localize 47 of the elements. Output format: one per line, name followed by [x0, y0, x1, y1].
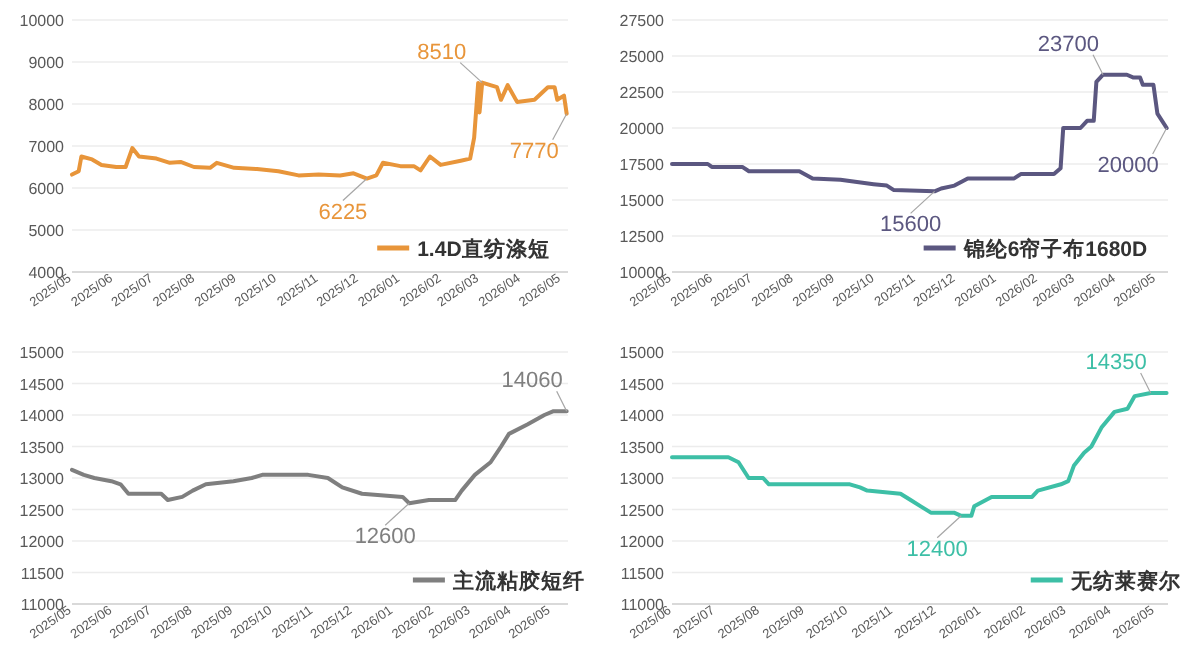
- y-tick-label: 10000: [19, 12, 66, 30]
- y-tick-label: 15000: [619, 344, 666, 362]
- annotation: 12600: [354, 525, 416, 550]
- y-tick-label: 14500: [19, 375, 66, 394]
- annotation: 15600: [879, 213, 942, 238]
- y-tick-label: 7000: [28, 138, 66, 156]
- annotation: 7770: [509, 139, 559, 164]
- y-tick-label: 12500: [619, 228, 666, 246]
- y-tick-label: 5000: [28, 222, 66, 240]
- y-tick-label: 13000: [19, 470, 66, 488]
- y-tick-label: 17500: [619, 156, 666, 174]
- line-series: [70, 409, 569, 506]
- y-tick-label: 6000: [28, 180, 66, 198]
- y-tick-label: 14500: [619, 375, 666, 394]
- y-tick-label: 22500: [619, 84, 666, 102]
- annotation: 6225: [318, 200, 368, 225]
- line-series: [670, 72, 1169, 194]
- y-tick-label: 12500: [19, 501, 66, 520]
- y-tick-label: 13500: [619, 438, 666, 457]
- line-series: [70, 80, 569, 181]
- y-tick-label: 11500: [20, 564, 66, 583]
- annotation: 20000: [1097, 154, 1159, 178]
- legend-label: 无纺莱赛尔: [1068, 568, 1183, 594]
- y-tick-label: 12000: [619, 533, 666, 551]
- annotation: 14350: [1085, 350, 1147, 375]
- y-tick-label: 12000: [19, 533, 66, 551]
- y-tick-label: 13000: [619, 470, 666, 488]
- y-tick-label: 12500: [619, 501, 666, 520]
- legend-label: 1.4D直纺涤短: [417, 236, 550, 262]
- annotation: 12400: [906, 537, 968, 562]
- y-tick-label: 14000: [19, 407, 66, 425]
- annotation: 14060: [501, 369, 563, 394]
- y-tick-label: 15000: [19, 344, 66, 362]
- y-tick-label: 27500: [619, 12, 666, 30]
- legend-label: 主流粘胶短纤: [450, 568, 585, 594]
- y-tick-label: 9000: [28, 54, 66, 72]
- y-tick-label: 15000: [619, 192, 666, 210]
- y-tick-label: 8000: [28, 96, 66, 114]
- y-tick-label: 20000: [619, 120, 666, 138]
- y-tick-label: 11500: [620, 564, 666, 583]
- y-tick-label: 14000: [619, 407, 666, 425]
- y-tick-label: 25000: [619, 48, 666, 66]
- line-series: [670, 390, 1169, 518]
- annotation: 8510: [417, 40, 467, 65]
- legend-label: 锦纶6帘子布1680D: [961, 236, 1149, 262]
- y-tick-label: 13500: [19, 438, 66, 457]
- annotation: 23700: [1037, 32, 1100, 57]
